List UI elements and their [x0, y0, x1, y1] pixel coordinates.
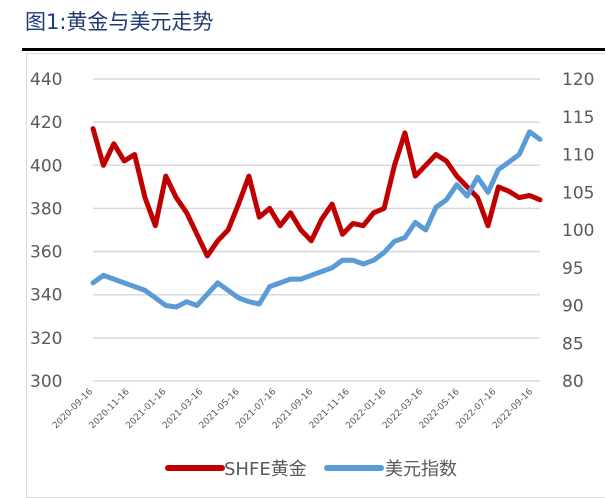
y-left-tick-label: 440 — [30, 70, 62, 90]
y-right-tick-label: 80 — [562, 372, 584, 392]
title-divider — [22, 48, 605, 51]
y-right-tick-label: 95 — [562, 259, 584, 279]
y-right-tick-label: 105 — [562, 183, 594, 203]
series-line-shfe-gold — [90, 126, 543, 259]
y-right-tick-label: 110 — [562, 146, 594, 166]
gridlines — [93, 78, 540, 382]
y-left-tick-label: 300 — [30, 372, 62, 392]
y-right-tick-label: 90 — [562, 297, 584, 317]
y-left-tick-label: 380 — [30, 199, 62, 219]
y-right-tick-label: 115 — [562, 108, 594, 128]
y-left-tick-label: 340 — [30, 286, 62, 306]
y-left-tick-label: 420 — [30, 113, 62, 133]
chart-title: 图1:黄金与美元走势 — [25, 10, 214, 34]
y-left-tick-label: 320 — [30, 329, 62, 349]
legend: SHFE黄金 美元指数 — [165, 459, 457, 480]
y-left-tick-label: 400 — [30, 156, 62, 176]
y-right-tick-label: 100 — [562, 221, 594, 241]
x-axis: 2020-09-162020-11-162021-01-162021-03-16… — [51, 387, 535, 431]
y-right-tick-label: 120 — [562, 70, 594, 90]
legend-label-gold: SHFE黄金 — [224, 459, 307, 480]
y-axis-left: 300 320 340 360 380 400 420 440 — [30, 70, 62, 392]
y-right-tick-label: 85 — [562, 334, 584, 354]
y-left-tick-label: 360 — [30, 243, 62, 263]
legend-label-usd: 美元指数 — [385, 459, 457, 480]
y-axis-right: 80 85 90 95 100 105 110 115 120 — [562, 70, 594, 392]
plot-series — [90, 126, 543, 310]
series-line-usd-index — [90, 129, 543, 310]
